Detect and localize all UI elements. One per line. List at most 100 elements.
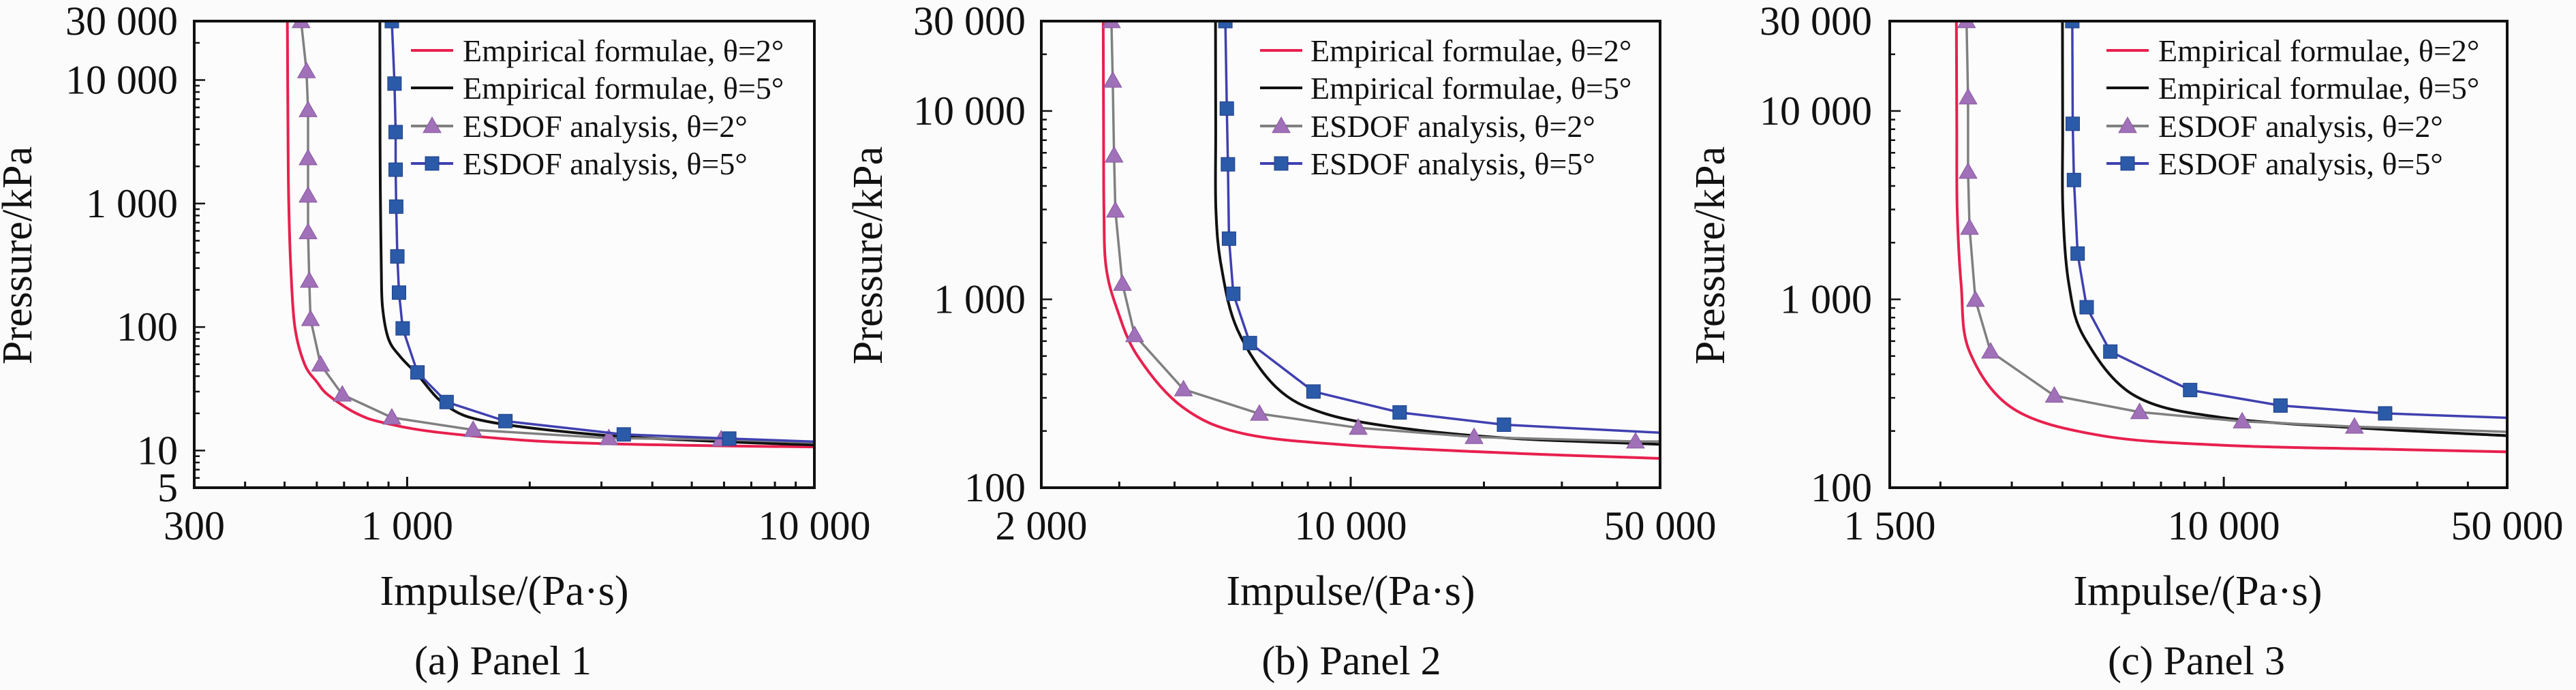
y-tick-label: 10 000 — [65, 58, 178, 103]
data-point-square — [384, 21, 399, 29]
data-point-triangle — [1250, 404, 1269, 421]
x-tick-label: 1 000 — [361, 503, 453, 548]
series-line-esdof_5 — [1224, 21, 1659, 434]
data-point-square — [2066, 172, 2081, 187]
data-point-square — [1221, 231, 1236, 246]
legend-label: ESDOF analysis, θ=2° — [2158, 109, 2443, 144]
data-point-square — [2065, 21, 2080, 29]
legend-marker-triangle — [1272, 116, 1291, 134]
legend-item: ESDOF analysis, θ=2° — [2106, 109, 2443, 144]
legend-item: Empirical formulae, θ=5° — [1260, 71, 1631, 106]
data-point-triangle — [298, 100, 318, 117]
data-point-square — [388, 125, 403, 140]
data-point-square — [439, 394, 454, 409]
legend-item: Empirical formulae, θ=2° — [1260, 33, 1631, 68]
legend-label: ESDOF analysis, θ=2° — [1310, 109, 1595, 144]
legend-item: ESDOF analysis, θ=2° — [411, 109, 748, 144]
legend-marker-square — [1274, 156, 1289, 171]
x-tick-label: 10 000 — [1295, 503, 1407, 548]
data-point-square — [2079, 300, 2094, 315]
legend-label: Empirical formulae, θ=2° — [1310, 33, 1631, 68]
plot-frame — [193, 20, 816, 489]
y-axis-title: Pressure/kPa — [845, 146, 891, 364]
y-tick-label: 1 000 — [1780, 277, 1872, 322]
data-point-square — [616, 427, 631, 442]
data-point-triangle — [1465, 427, 1484, 444]
legend-marker-square — [2120, 156, 2135, 171]
plot-frame — [1040, 20, 1661, 489]
data-point-square — [2103, 344, 2118, 359]
plot-area — [1041, 21, 1660, 488]
data-point-square — [388, 199, 403, 214]
data-point-triangle — [1125, 325, 1144, 343]
legend-label: ESDOF analysis, θ=5° — [2158, 146, 2443, 181]
data-point-square — [2378, 406, 2393, 421]
data-point-triangle — [1104, 146, 1124, 163]
data-point-triangle — [463, 420, 483, 437]
data-point-square — [1306, 384, 1321, 399]
legend: Empirical formulae, θ=2°Empirical formul… — [411, 33, 784, 181]
data-point-triangle — [298, 186, 318, 203]
y-axis-title: Pressure/kPa — [1687, 146, 1734, 364]
x-axis-title: Impulse/(Pa·s) — [2073, 568, 2322, 614]
data-point-square — [1226, 286, 1241, 301]
data-point-square — [1219, 101, 1234, 116]
legend-item: Empirical formulae, θ=2° — [411, 33, 784, 68]
data-point-triangle — [296, 61, 316, 78]
data-point-triangle — [1959, 162, 1978, 179]
data-point-square — [2070, 246, 2085, 261]
y-tick-label: 100 — [964, 465, 1026, 510]
data-point-triangle — [298, 148, 318, 166]
y-axis-title: Pressure/kPa — [0, 146, 41, 364]
data-point-triangle — [1959, 88, 1978, 105]
legend-marker-square — [425, 156, 440, 171]
legend-item: Empirical formulae, θ=5° — [2106, 71, 2479, 106]
y-tick-label: 30 000 — [65, 0, 178, 44]
y-tick-label: 10 000 — [913, 89, 1026, 134]
x-tick-label: 10 000 — [758, 503, 871, 548]
legend-label: Empirical formulae, θ=5° — [2158, 71, 2479, 106]
data-point-square — [410, 365, 425, 380]
data-point-square — [2183, 383, 2198, 398]
data-point-triangle — [599, 428, 619, 445]
y-tick-label: 1 000 — [86, 181, 178, 226]
legend-label: Empirical formulae, θ=5° — [463, 71, 784, 106]
legend: Empirical formulae, θ=2°Empirical formul… — [2106, 33, 2479, 181]
y-tick-label: 30 000 — [1760, 0, 1872, 44]
data-point-triangle — [1626, 432, 1645, 449]
x-tick-label: 10 000 — [2168, 503, 2280, 548]
data-point-triangle — [1113, 274, 1132, 291]
data-point-square — [1497, 418, 1512, 433]
data-point-square — [1392, 405, 1407, 420]
legend-item: ESDOF analysis, θ=5° — [2106, 146, 2443, 181]
legend-item: ESDOF analysis, θ=5° — [411, 146, 748, 181]
data-point-square — [391, 285, 406, 300]
panel-1: 300 1 000 10 000 510 100 1 000 10 000 30 000 Emp… — [0, 0, 871, 683]
data-point-square — [498, 413, 513, 428]
series-line-empirical_2 — [1954, 21, 2507, 454]
data-point-square — [387, 76, 402, 91]
y-tick-label: 100 — [117, 304, 178, 349]
y-tick-label: 10 — [137, 428, 178, 473]
x-tick-label: 1 500 — [1844, 503, 1936, 548]
legend-marker-triangle — [2118, 116, 2137, 134]
legend-item: Empirical formulae, θ=2° — [2106, 33, 2479, 68]
legend-item: Empirical formulae, θ=5° — [411, 71, 784, 106]
data-point-triangle — [2130, 402, 2149, 420]
data-point-triangle — [301, 309, 320, 326]
data-point-triangle — [298, 222, 318, 240]
y-tick-label: 30 000 — [913, 0, 1026, 44]
y-tick-label: 10 000 — [1760, 89, 1872, 134]
y-tick-label: 100 — [1811, 465, 1872, 510]
data-point-triangle — [291, 21, 311, 29]
x-axis-title: Impulse/(Pa·s) — [1226, 568, 1475, 614]
panel-3: 1 500 10 000 50 000 100 1 000 10 000 30 000 Emp… — [1687, 0, 2564, 683]
legend-label: Empirical formulae, θ=2° — [2158, 33, 2479, 68]
data-point-triangle — [2044, 386, 2064, 403]
x-tick-label: 2 000 — [996, 503, 1088, 548]
data-point-triangle — [333, 385, 352, 402]
series-line-empirical_2 — [286, 21, 814, 449]
data-point-square — [2065, 116, 2080, 131]
plot-area — [194, 21, 814, 488]
